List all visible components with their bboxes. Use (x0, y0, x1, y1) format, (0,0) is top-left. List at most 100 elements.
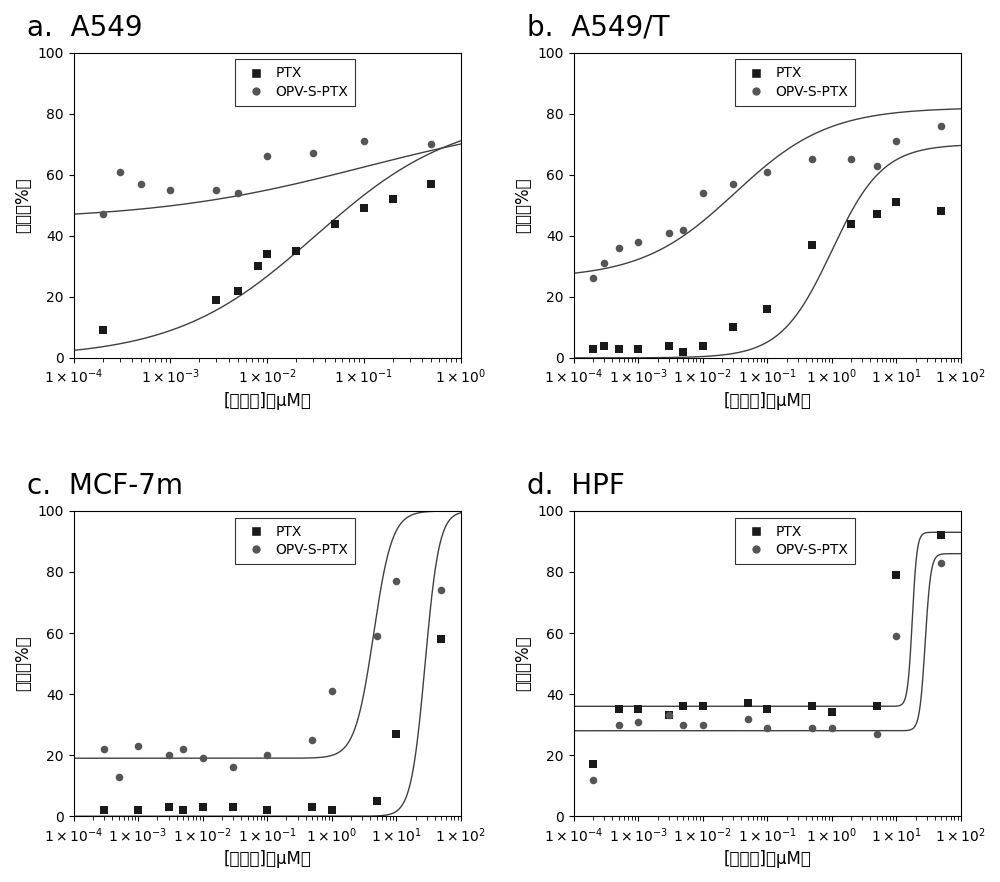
Point (423, 137, 439, 151)
Point (304, 733, 320, 747)
Point (259, 149, 275, 163)
Legend: PTX, OPV-S-PTX: PTX, OPV-S-PTX (735, 518, 855, 564)
Point (759, 302, 775, 316)
Point (95, 207, 111, 221)
Point (111, 769, 127, 783)
Point (230, 186, 246, 200)
Y-axis label: 抑制（%）: 抑制（%） (14, 177, 32, 233)
Point (324, 804, 340, 818)
Point (208, 183, 224, 197)
Point (259, 804, 275, 818)
Point (195, 800, 211, 814)
Point (304, 800, 320, 814)
Point (824, 721, 840, 735)
Point (324, 684, 340, 699)
Point (661, 339, 677, 353)
Y-axis label: 抑制（%）: 抑制（%） (14, 636, 32, 691)
Point (369, 629, 385, 643)
Point (356, 134, 372, 148)
Point (843, 153, 859, 167)
Point (161, 800, 177, 814)
Point (933, 205, 949, 219)
Point (725, 320, 741, 334)
Point (585, 758, 601, 772)
Point (112, 165, 128, 179)
Point (804, 238, 820, 252)
Point (759, 702, 775, 716)
Point (288, 244, 304, 258)
Point (96, 742, 112, 756)
Point (843, 216, 859, 230)
Point (433, 632, 449, 647)
Point (804, 721, 820, 735)
Point (585, 773, 601, 787)
Point (888, 134, 904, 148)
Point (611, 341, 627, 355)
Point (725, 176, 741, 191)
X-axis label: [紫杉醇]（μM）: [紫杉醇]（μM） (223, 850, 311, 868)
Point (611, 241, 627, 255)
Point (933, 119, 949, 133)
Point (95, 324, 111, 338)
Point (888, 629, 904, 643)
Point (259, 247, 275, 261)
Point (630, 235, 646, 249)
Point (230, 284, 246, 298)
Point (259, 748, 275, 762)
Text: b.  A549/T: b. A549/T (527, 14, 670, 41)
Point (133, 176, 149, 191)
Point (388, 574, 404, 588)
Text: d.  HPF: d. HPF (527, 472, 625, 500)
Point (433, 583, 449, 597)
Point (130, 739, 146, 753)
Point (695, 186, 711, 200)
Point (630, 714, 646, 729)
Point (695, 699, 711, 714)
Point (740, 696, 756, 710)
Point (675, 345, 691, 359)
Point (327, 216, 343, 230)
Point (695, 718, 711, 732)
Text: c.  MCF-7m: c. MCF-7m (27, 472, 183, 500)
Point (225, 760, 241, 774)
Point (675, 699, 691, 714)
Point (208, 293, 224, 307)
Point (869, 727, 885, 741)
Point (388, 727, 404, 741)
X-axis label: [紫杉醇]（μM）: [紫杉醇]（μM） (223, 392, 311, 410)
Point (675, 222, 691, 236)
Point (585, 341, 601, 355)
Point (869, 207, 885, 221)
Point (661, 708, 677, 722)
Point (250, 259, 266, 273)
Point (740, 712, 756, 726)
Point (804, 153, 820, 167)
Y-axis label: 抑制（%）: 抑制（%） (514, 636, 532, 691)
Point (225, 800, 241, 814)
Point (630, 702, 646, 716)
Point (661, 226, 677, 240)
Point (824, 706, 840, 720)
X-axis label: [紫杉醇]（μM）: [紫杉醇]（μM） (723, 392, 811, 410)
Point (675, 718, 691, 732)
Point (161, 748, 177, 762)
Point (130, 804, 146, 818)
Text: a.  A549: a. A549 (27, 14, 143, 41)
Legend: PTX, OPV-S-PTX: PTX, OPV-S-PTX (235, 59, 355, 106)
Point (759, 165, 775, 179)
X-axis label: [紫杉醇]（μM）: [紫杉醇]（μM） (723, 850, 811, 868)
Point (759, 721, 775, 735)
Point (305, 146, 321, 161)
Point (695, 339, 711, 353)
Point (804, 699, 820, 714)
Y-axis label: 抑制（%）: 抑制（%） (514, 177, 532, 233)
Point (933, 556, 949, 570)
Point (195, 751, 211, 766)
Point (585, 272, 601, 286)
Point (888, 568, 904, 582)
Point (175, 804, 191, 818)
Point (630, 341, 646, 355)
Point (888, 195, 904, 209)
Legend: PTX, OPV-S-PTX: PTX, OPV-S-PTX (735, 59, 855, 106)
Point (162, 183, 178, 197)
